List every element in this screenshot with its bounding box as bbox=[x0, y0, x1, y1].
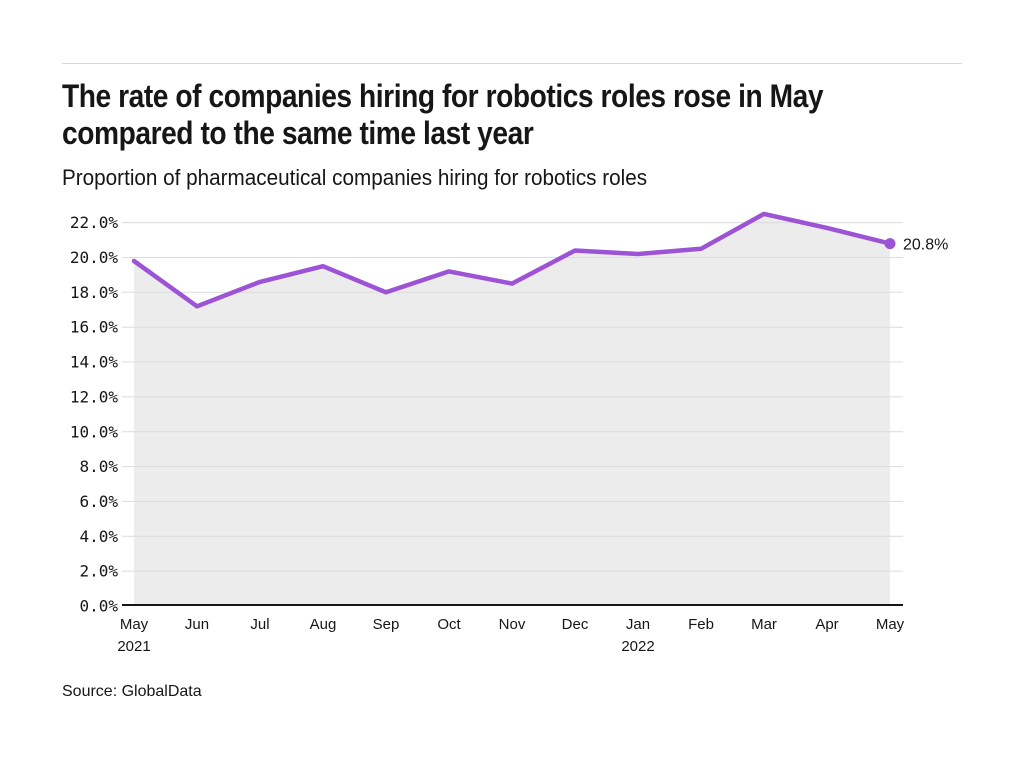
x-tick-label: Jun bbox=[185, 616, 209, 633]
y-tick-label: 22.0% bbox=[70, 213, 119, 232]
x-tick-label: Apr bbox=[815, 616, 838, 633]
header-divider bbox=[62, 63, 962, 64]
x-tick-label: May bbox=[876, 616, 905, 633]
x-tick-label: Mar bbox=[751, 616, 777, 633]
x-year-label: 2022 bbox=[621, 638, 654, 655]
end-value-label: 20.8% bbox=[903, 237, 948, 254]
y-tick-label: 8.0% bbox=[79, 457, 118, 476]
source-attribution: Source: GlobalData bbox=[62, 683, 202, 700]
y-tick-label: 0.0% bbox=[79, 597, 118, 616]
x-tick-label: Dec bbox=[562, 616, 589, 633]
trend-line bbox=[131, 211, 893, 309]
x-tick-label: Aug bbox=[310, 616, 337, 633]
y-tick-label: 2.0% bbox=[79, 562, 118, 581]
chart-title-line-1: The rate of companies hiring for robotic… bbox=[62, 78, 824, 114]
x-tick-label: Oct bbox=[437, 616, 461, 633]
x-tick-label: Sep bbox=[373, 616, 400, 633]
y-tick-label: 6.0% bbox=[79, 492, 118, 511]
y-tick-label: 10.0% bbox=[70, 422, 119, 441]
x-year-label: 2021 bbox=[117, 638, 150, 655]
x-tick-label: May bbox=[120, 616, 149, 633]
y-tick-label: 14.0% bbox=[70, 353, 119, 372]
end-marker bbox=[884, 238, 896, 250]
x-tick-label: Jan bbox=[626, 616, 650, 633]
area-fill bbox=[134, 213, 890, 606]
chart-subtitle: Proportion of pharmaceutical companies h… bbox=[62, 165, 648, 190]
y-tick-label: 12.0% bbox=[70, 387, 119, 406]
y-tick-label: 4.0% bbox=[79, 527, 118, 546]
y-tick-label: 20.0% bbox=[70, 248, 119, 267]
y-tick-label: 16.0% bbox=[70, 318, 119, 337]
x-tick-label: Feb bbox=[688, 616, 714, 633]
chart-title-line-2: compared to the same time last year bbox=[62, 115, 534, 151]
y-tick-label: 18.0% bbox=[70, 283, 119, 302]
chart-title: The rate of companies hiring for robotic… bbox=[62, 78, 824, 152]
x-tick-label: Nov bbox=[499, 616, 526, 633]
x-tick-label: Jul bbox=[250, 616, 269, 633]
